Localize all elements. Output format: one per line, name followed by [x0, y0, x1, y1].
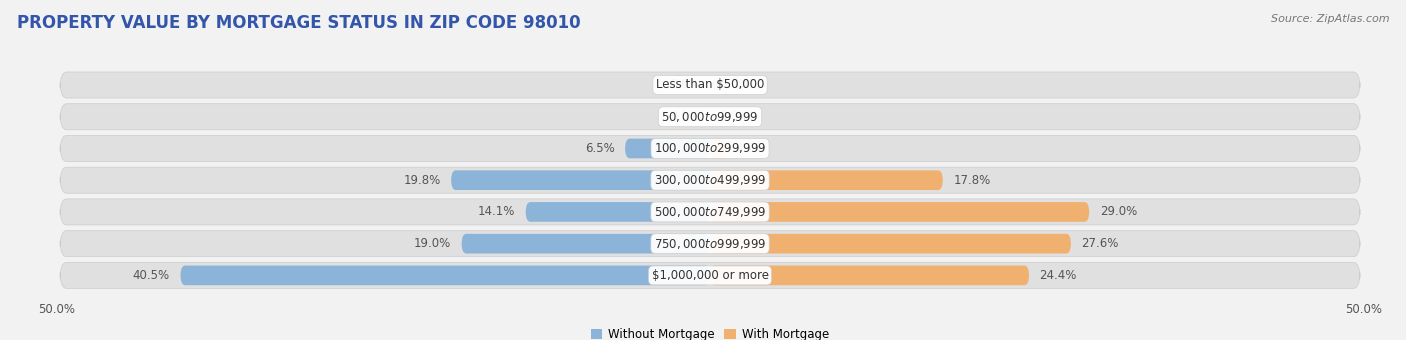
Text: $300,000 to $499,999: $300,000 to $499,999	[654, 173, 766, 187]
FancyBboxPatch shape	[710, 170, 943, 190]
FancyBboxPatch shape	[60, 135, 1360, 161]
Text: 19.0%: 19.0%	[413, 237, 451, 250]
Text: 14.1%: 14.1%	[478, 205, 515, 218]
FancyBboxPatch shape	[710, 266, 1029, 285]
FancyBboxPatch shape	[60, 199, 1360, 225]
FancyBboxPatch shape	[60, 231, 1360, 257]
FancyBboxPatch shape	[526, 202, 710, 222]
Legend: Without Mortgage, With Mortgage: Without Mortgage, With Mortgage	[586, 323, 834, 340]
FancyBboxPatch shape	[60, 262, 1360, 288]
Text: 27.6%: 27.6%	[1081, 237, 1119, 250]
Text: 24.4%: 24.4%	[1039, 269, 1077, 282]
FancyBboxPatch shape	[180, 266, 710, 285]
FancyBboxPatch shape	[461, 234, 710, 254]
Text: 1.2%: 1.2%	[737, 142, 766, 155]
Text: Less than $50,000: Less than $50,000	[655, 79, 765, 91]
FancyBboxPatch shape	[710, 202, 1090, 222]
FancyBboxPatch shape	[710, 234, 1071, 254]
Text: $750,000 to $999,999: $750,000 to $999,999	[654, 237, 766, 251]
Text: $50,000 to $99,999: $50,000 to $99,999	[661, 110, 759, 124]
FancyBboxPatch shape	[626, 139, 710, 158]
Text: $500,000 to $749,999: $500,000 to $749,999	[654, 205, 766, 219]
Text: 6.5%: 6.5%	[585, 142, 614, 155]
Text: 19.8%: 19.8%	[404, 174, 440, 187]
Text: PROPERTY VALUE BY MORTGAGE STATUS IN ZIP CODE 98010: PROPERTY VALUE BY MORTGAGE STATUS IN ZIP…	[17, 14, 581, 32]
Text: 17.8%: 17.8%	[953, 174, 990, 187]
FancyBboxPatch shape	[710, 139, 725, 158]
Text: 29.0%: 29.0%	[1099, 205, 1137, 218]
Text: 0.0%: 0.0%	[720, 110, 751, 123]
Text: 0.0%: 0.0%	[720, 79, 751, 91]
Text: $100,000 to $299,999: $100,000 to $299,999	[654, 141, 766, 155]
Text: $1,000,000 or more: $1,000,000 or more	[651, 269, 769, 282]
Text: 0.0%: 0.0%	[669, 79, 700, 91]
Text: Source: ZipAtlas.com: Source: ZipAtlas.com	[1271, 14, 1389, 23]
Text: 40.5%: 40.5%	[134, 269, 170, 282]
FancyBboxPatch shape	[60, 104, 1360, 130]
Text: 0.0%: 0.0%	[669, 110, 700, 123]
FancyBboxPatch shape	[451, 170, 710, 190]
FancyBboxPatch shape	[60, 167, 1360, 193]
FancyBboxPatch shape	[60, 72, 1360, 98]
